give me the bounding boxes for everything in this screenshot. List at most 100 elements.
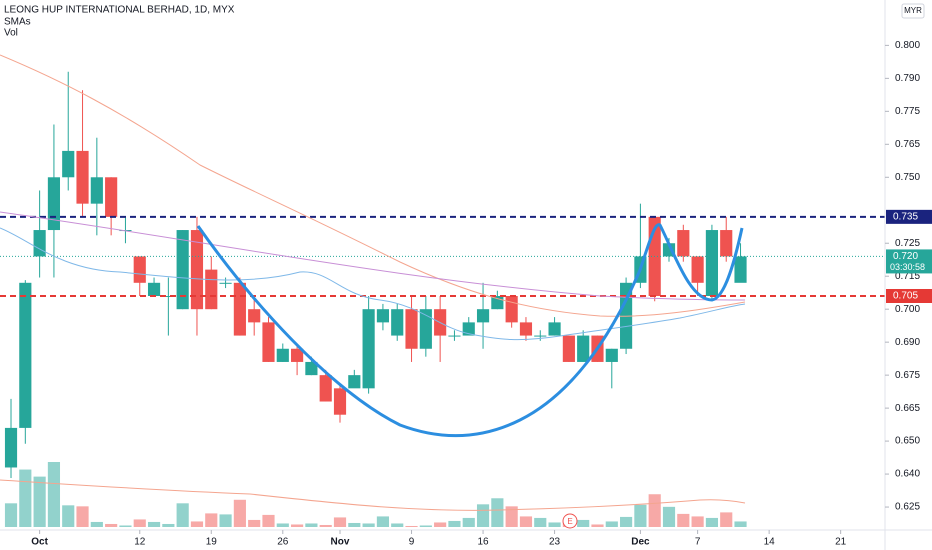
x-tick-label: 19 [206,537,218,548]
candle-body [333,388,347,415]
volume-bar [691,516,704,527]
volume-bar [448,520,461,527]
candle-body [205,269,218,310]
volume-bar [605,521,618,527]
volume-bar [519,516,533,527]
level-label: 0.705 [893,291,918,302]
volume-bar [147,521,161,527]
sma-line [0,54,746,317]
volume-bar [19,469,32,527]
x-tick-label: 9 [409,537,415,548]
candle-body [219,282,232,284]
y-tick-label: 0.665 [895,403,920,414]
volume-bar [119,525,132,527]
y-tick-label: 0.800 [895,40,920,51]
legend-item[interactable]: SMAs [4,17,31,28]
currency: MYR [904,6,922,15]
volume-bar [62,505,75,527]
x-tick-label: Dec [631,537,650,548]
candle-body [362,309,375,389]
volume-ma-line [0,479,746,511]
y-tick-label: 0.750 [895,172,920,183]
y-tick-label: 0.640 [895,469,920,480]
y-tick-label: 0.650 [895,436,920,447]
volume-bar [90,521,103,527]
candle-body [19,282,32,428]
candle-body [677,230,690,257]
volume-bar [33,476,46,527]
y-tick-label: 0.700 [895,304,920,315]
y-tick-label: 0.675 [895,370,920,381]
candle-body [291,348,304,362]
volume-bar [548,522,561,527]
candle-body [705,230,718,296]
volume-bar [720,512,733,527]
y-tick-label: 0.790 [895,73,920,84]
candle-body [33,230,46,257]
volume-bar [105,523,118,527]
legend-item[interactable]: Vol [4,28,18,39]
candle-body [562,335,575,362]
volume-bar [662,506,676,527]
volume-bar [591,524,604,527]
candle-body [391,309,404,336]
candle-body [147,282,161,296]
volume-bar [405,525,418,527]
candle-body [419,309,432,349]
candle-body [691,256,704,283]
volume-bar [133,519,146,527]
volume-bar [705,517,718,527]
level-label-box [886,209,932,224]
volume-bar [233,499,246,527]
y-tick-label: 0.625 [895,502,920,513]
volume-bar [190,521,204,527]
earnings-marker[interactable] [562,513,578,529]
volume-bar [677,513,690,527]
candle-body [348,375,361,389]
volume-bar [333,517,347,527]
x-tick-label: Oct [31,537,48,548]
x-tick-label: Nov [331,537,350,548]
sma-line [0,227,746,341]
last-price-box [886,249,932,274]
candle-body [90,177,103,204]
volume-bar [734,521,747,527]
candle-body [4,427,18,468]
volume-bar [648,494,661,527]
candle-body [462,322,475,336]
volume-bar [47,462,61,527]
candle-body [133,256,146,283]
candle-body [548,322,561,336]
x-tick-label: 26 [277,537,289,548]
currency-box[interactable] [901,3,925,19]
volume-bar [491,498,504,527]
volume-bar [248,519,261,527]
volume-bar [262,514,275,527]
candle-body [319,375,332,402]
volume-bar [434,522,447,527]
volume-bar [391,523,404,527]
volume-bar [620,516,633,527]
volume-bar [348,522,361,527]
candle-body [534,335,547,337]
y-tick-label: 0.715 [895,271,920,282]
countdown-label: 03:30:58 [890,262,925,272]
candle-body [276,348,289,362]
y-tick-label: 0.725 [895,238,920,249]
cup-pattern [196,223,744,438]
level-label: 0.735 [893,211,918,222]
candle-body [491,295,504,310]
candle-body [505,295,518,323]
x-tick-label: 21 [835,537,847,548]
x-tick-label: 16 [477,537,489,548]
candle-body [405,309,418,349]
volume-bar [577,519,590,527]
volume-bar [462,517,475,527]
y-tick-label: 0.690 [895,337,920,348]
y-tick-label: 0.765 [895,139,920,150]
volume-bar [276,523,289,527]
candle-body [734,256,747,283]
candle-body [605,348,618,362]
candle-body [448,335,461,337]
